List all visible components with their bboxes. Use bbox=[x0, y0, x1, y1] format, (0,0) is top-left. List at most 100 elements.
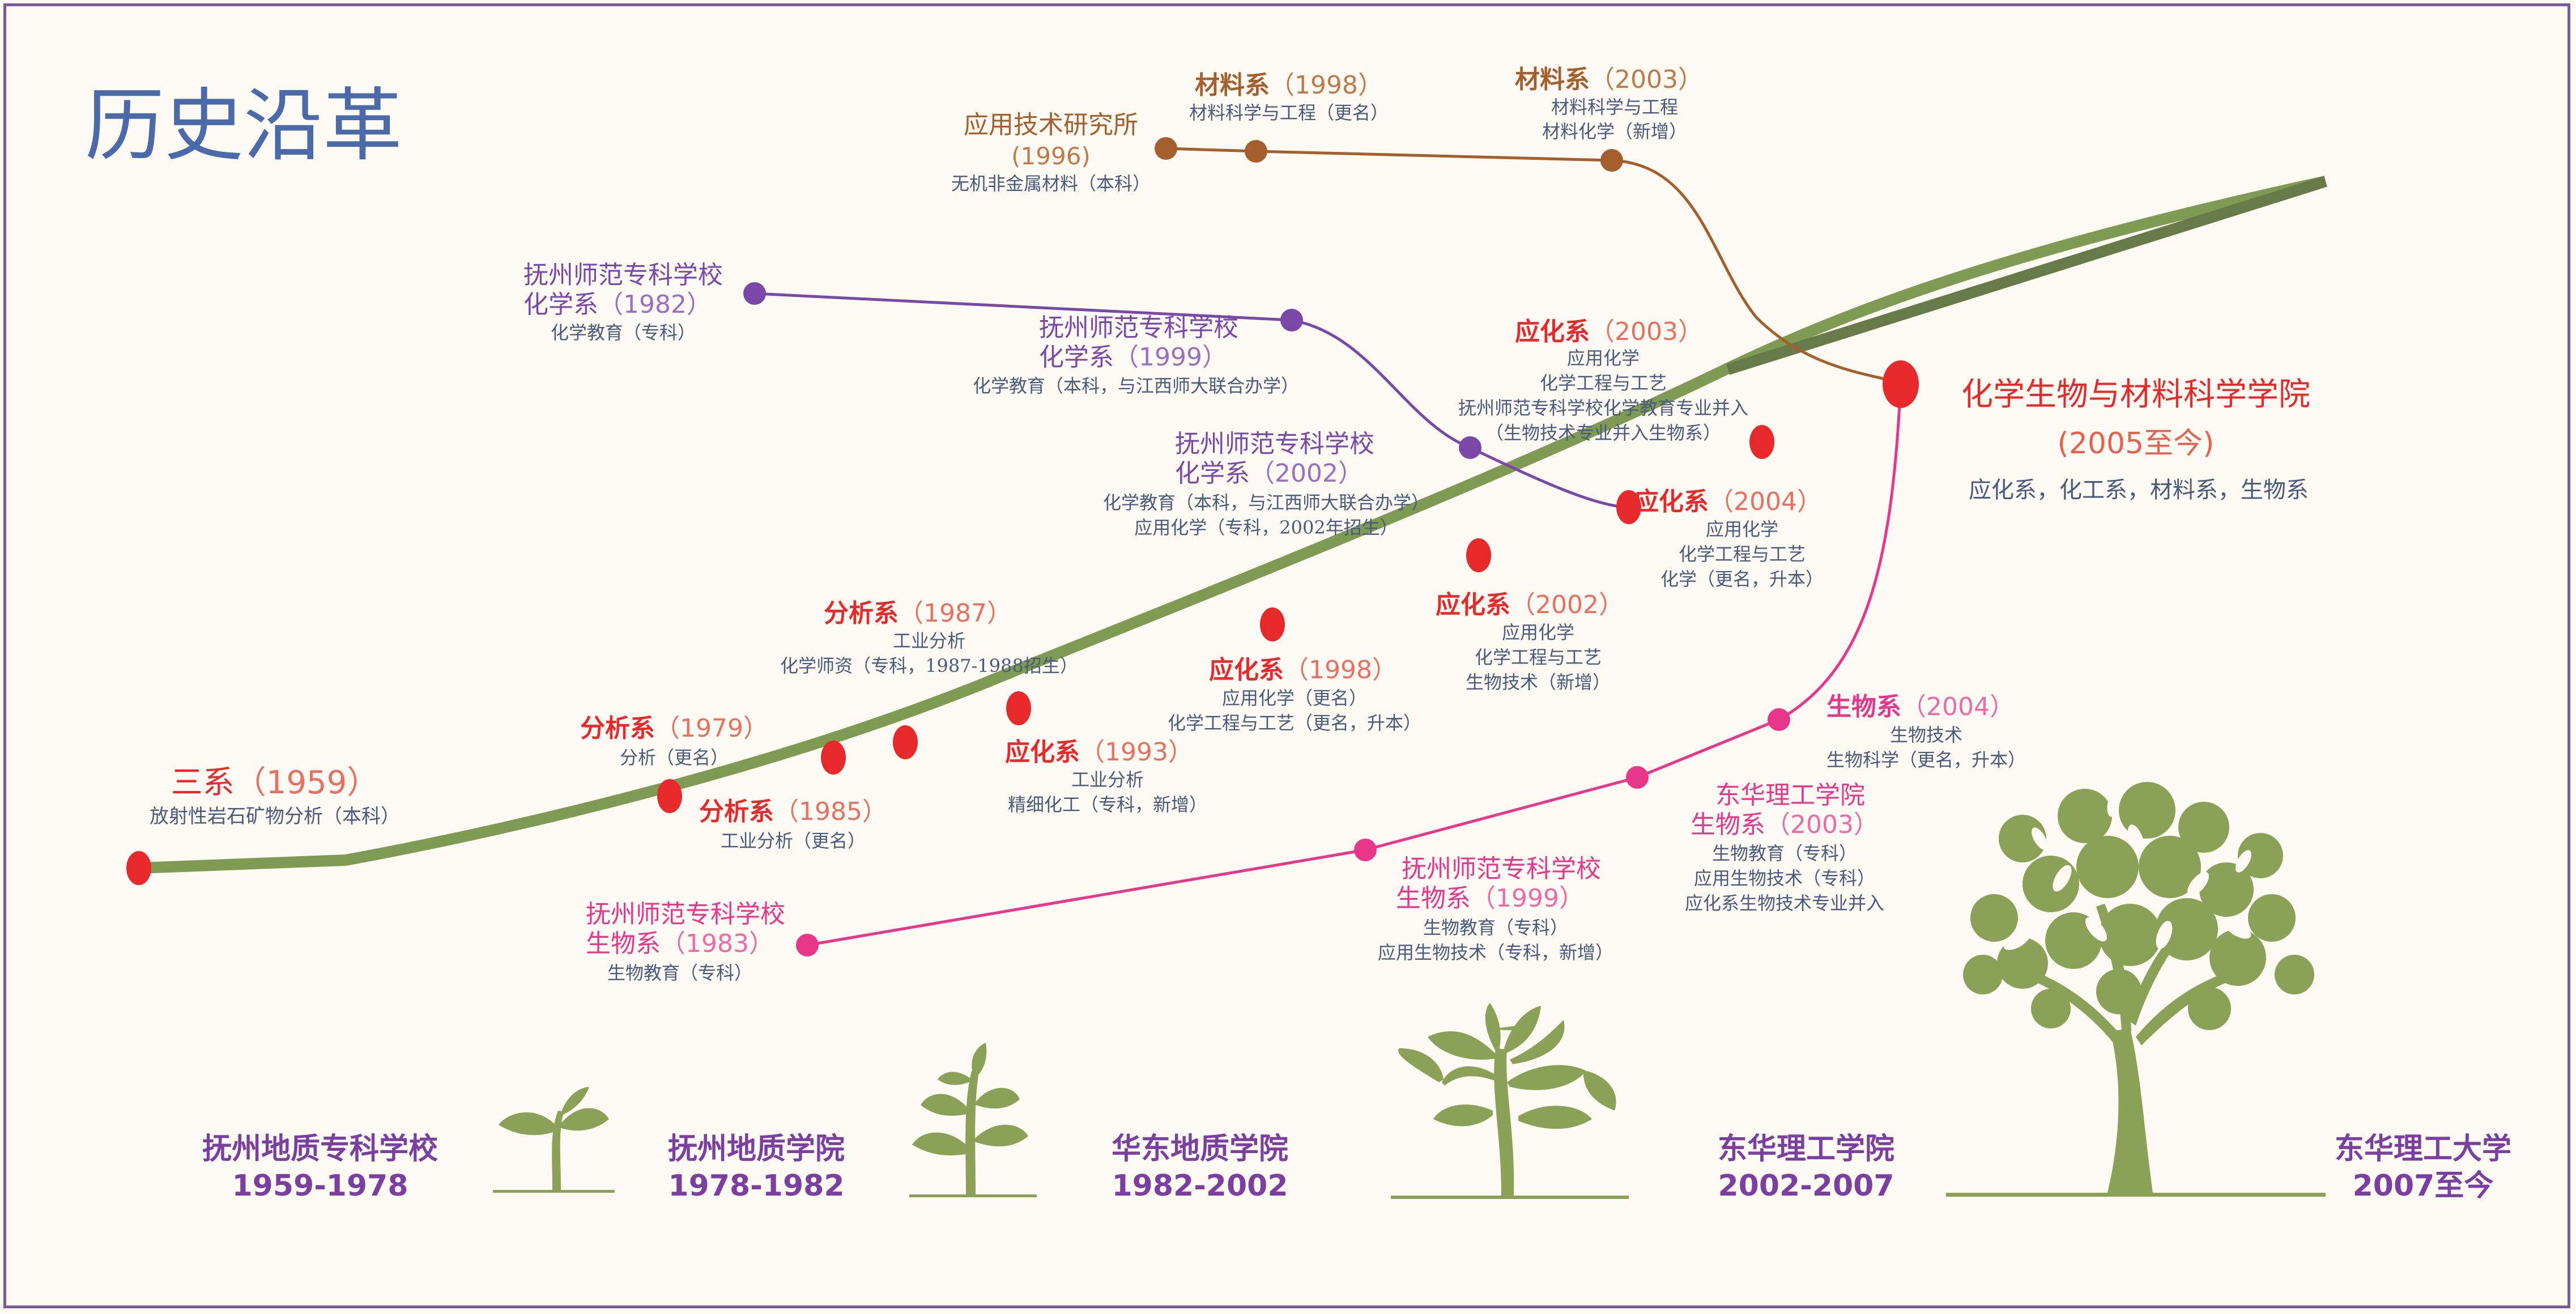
event-name: 应化系 bbox=[1436, 590, 1510, 619]
era-donghua-ligong-xueyuan: 东华理工学院 2002-2007 bbox=[1718, 1132, 1894, 1203]
event-year: （1998） bbox=[1284, 656, 1397, 684]
event-desc: 无机非金属材料（本科） bbox=[951, 173, 1151, 194]
event-name: 生物系 bbox=[586, 929, 661, 958]
sapling-icon bbox=[1391, 1003, 1629, 1199]
svg-text:材料系（2003）: 材料系（2003） bbox=[1515, 65, 1703, 94]
svg-text:化学系（1999）: 化学系（1999） bbox=[1039, 343, 1227, 372]
event-desc: 应用化学 bbox=[1706, 518, 1778, 540]
node-shengwu-1983 bbox=[796, 934, 819, 956]
brown-branch-labels: 应用技术研究所 (1996) 无机非金属材料（本科） 材料系（1998） 材料科… bbox=[951, 65, 1703, 194]
node-yinghua-1993 bbox=[1006, 691, 1031, 725]
college-year: (2005至今) bbox=[2058, 427, 2215, 461]
event-year: （1993） bbox=[1080, 738, 1193, 767]
node-cailiao-2003 bbox=[1600, 149, 1623, 172]
event-desc: 工业分析 bbox=[893, 630, 965, 652]
event-name: 生物系 bbox=[1396, 884, 1471, 913]
event-desc: 应用化学 bbox=[1567, 347, 1640, 369]
event-name: 三系 bbox=[171, 764, 235, 801]
event-year: （2003） bbox=[1590, 65, 1703, 94]
event-name: 化学系 bbox=[523, 290, 598, 319]
event-desc: 生物教育（专科） bbox=[607, 962, 752, 984]
node-shengwu-2003 bbox=[1626, 766, 1649, 789]
event-desc: 化学工程与工艺 bbox=[1475, 647, 1602, 668]
label-yinghua-1993: 应化系（1993） 工业分析 精细化工（专科，新增） bbox=[1005, 738, 1207, 815]
svg-text:分析系（1987）: 分析系（1987） bbox=[824, 599, 1012, 628]
label-huaxue-1982: 抚州师范专科学校 化学系（1982） 化学教育（专科） bbox=[523, 261, 723, 343]
node-fenxi-1979 bbox=[657, 779, 682, 813]
event-name: 化学系 bbox=[1039, 343, 1114, 372]
event-name: 分析系 bbox=[699, 797, 774, 826]
node-cailiao-1998 bbox=[1245, 140, 1267, 163]
event-name: 分析系 bbox=[580, 714, 655, 743]
event-year: （2004） bbox=[1709, 487, 1822, 516]
event-desc: （生物技术专业并入生物系） bbox=[1485, 422, 1721, 444]
event-desc: 化学工程与工艺 bbox=[1540, 372, 1667, 394]
event-year: （1982） bbox=[598, 290, 712, 319]
branch-lines bbox=[138, 147, 2328, 947]
svg-text:化学系（2002）: 化学系（2002） bbox=[1175, 459, 1363, 488]
event-school: 抚州师范专科学校 bbox=[1039, 313, 1238, 342]
event-year: （1999） bbox=[1114, 343, 1227, 372]
event-desc: 应用化学（专科，2002年招生） bbox=[1134, 517, 1398, 538]
label-fenxi-1979: 分析系（1979） 分析（更名） bbox=[580, 714, 768, 768]
event-school: 抚州师范专科学校 bbox=[523, 261, 723, 290]
event-desc: 化学教育（本科，与江西师大联合办学） bbox=[1103, 492, 1429, 513]
node-fenxi-1987 bbox=[893, 725, 918, 759]
event-desc: 化学师资（专科，1987-1988招生） bbox=[780, 655, 1078, 677]
event-desc: 应用化学（更名） bbox=[1222, 687, 1367, 709]
svg-text:三系（1959）: 三系（1959） bbox=[171, 764, 379, 801]
node-fenxi-1985 bbox=[821, 741, 846, 775]
era-name: 东华理工大学 bbox=[2335, 1132, 2511, 1166]
era-years: 1978-1982 bbox=[668, 1169, 844, 1203]
event-desc: 化学（更名，升本） bbox=[1660, 568, 1824, 590]
era-years: 1982-2002 bbox=[1112, 1169, 1288, 1203]
event-desc: 放射性岩石矿物分析（本科） bbox=[150, 805, 400, 828]
event-desc: 精细化工（专科，新增） bbox=[1008, 794, 1207, 815]
event-school: 抚州师范专科学校 bbox=[1402, 854, 1601, 883]
label-huaxue-1999: 抚州师范专科学校 化学系（1999） 化学教育（本科，与江西师大联合办学） bbox=[973, 313, 1299, 397]
event-year: （2002） bbox=[1250, 459, 1363, 488]
era-name: 抚州地质学院 bbox=[668, 1132, 845, 1166]
college-name: 化学生物与材料科学学院 bbox=[1961, 376, 2310, 413]
event-desc: 化学教育（专科） bbox=[551, 322, 696, 343]
main-timeline-line-upper bbox=[1726, 176, 2328, 375]
event-name: 应用技术研究所 bbox=[964, 110, 1138, 139]
event-year: （1983） bbox=[661, 929, 774, 958]
era-years: 1959-1978 bbox=[232, 1169, 408, 1203]
svg-text:应化系（1993）: 应化系（1993） bbox=[1005, 738, 1193, 767]
event-desc: 生物教育（专科） bbox=[1712, 843, 1857, 864]
svg-text:化学系（1982）: 化学系（1982） bbox=[523, 290, 712, 319]
event-desc: 工业分析 bbox=[1071, 769, 1144, 790]
event-name: 生物系 bbox=[1826, 692, 1901, 721]
label-cailiao-1998: 材料系（1998） 材料科学与工程（更名） bbox=[1189, 71, 1389, 124]
event-year: （1987） bbox=[899, 599, 1012, 628]
event-name: 生物系 bbox=[1691, 810, 1765, 839]
svg-text:生物系（2003）: 生物系（2003） bbox=[1691, 810, 1879, 839]
event-desc: 化学工程与工艺 bbox=[1679, 543, 1806, 565]
event-year: （2003） bbox=[1765, 810, 1879, 839]
node-huaxue-1999 bbox=[1280, 309, 1303, 331]
node-yinghua-2003 bbox=[1749, 425, 1774, 459]
page-title: 历史沿革 bbox=[85, 80, 402, 172]
event-year: （2002） bbox=[1510, 590, 1624, 619]
label-yingyong-1996: 应用技术研究所 (1996) 无机非金属材料（本科） bbox=[951, 110, 1151, 194]
label-shengwu-1999: 抚州师范专科学校 生物系（1999） 生物教育（专科） 应用生物技术（专科，新增… bbox=[1378, 854, 1613, 963]
event-year: （1979） bbox=[655, 714, 768, 743]
label-shengwu-1983: 抚州师范专科学校 生物系（1983） 生物教育（专科） bbox=[586, 900, 785, 984]
event-year: （1999） bbox=[1471, 884, 1584, 913]
event-name: 应化系 bbox=[1634, 487, 1709, 516]
label-yinghua-2002: 应化系（2002） 应用化学 化学工程与工艺 生物技术（新增） bbox=[1436, 590, 1624, 693]
timeline-nodes bbox=[126, 137, 1919, 956]
event-name: 分析系 bbox=[824, 599, 899, 628]
svg-text:分析系（1985）: 分析系（1985） bbox=[699, 797, 887, 826]
event-year: （1959） bbox=[235, 764, 379, 801]
svg-text:生物系（1983）: 生物系（1983） bbox=[586, 929, 774, 958]
event-desc: 化学工程与工艺（更名，升本） bbox=[1168, 712, 1421, 734]
event-year: （1998） bbox=[1270, 71, 1383, 100]
era-fuzhou-dizhi-xueyuan: 抚州地质学院 1978-1982 bbox=[668, 1132, 845, 1203]
svg-text:材料系（1998）: 材料系（1998） bbox=[1195, 71, 1383, 100]
event-desc: 生物教育（专科） bbox=[1423, 917, 1568, 938]
node-huaxue-1982 bbox=[743, 282, 766, 305]
svg-text:生物系（2004）: 生物系（2004） bbox=[1826, 692, 2015, 721]
label-shengwu-2003: 东华理工学院 生物系（2003） 生物教育（专科） 应用生物技术（专科） 应化系… bbox=[1685, 781, 1884, 914]
